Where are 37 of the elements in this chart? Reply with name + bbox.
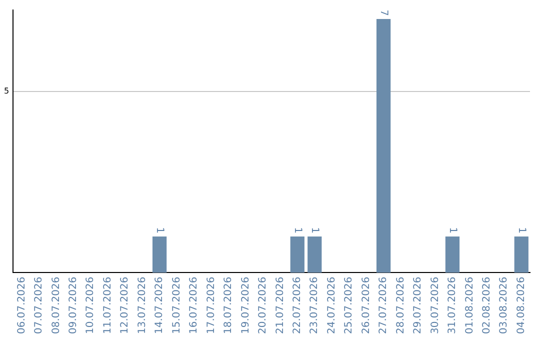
x-tick-label: 12.07.2026 bbox=[120, 276, 131, 334]
x-tick-label: 18.07.2026 bbox=[223, 276, 234, 334]
x-tick-label: 25.07.2026 bbox=[344, 276, 355, 334]
x-tick-label: 07.07.2026 bbox=[34, 276, 45, 334]
x-tick-label: 01.08.2026 bbox=[464, 276, 476, 334]
data-label: 1 bbox=[446, 227, 458, 234]
x-tick-label: 02.08.2026 bbox=[482, 276, 493, 334]
x-tick-label: 31.07.2026 bbox=[447, 276, 458, 334]
x-tick-label: 13.07.2026 bbox=[136, 276, 148, 334]
x-tick-label: 30.07.2026 bbox=[430, 276, 441, 334]
data-label: 1 bbox=[292, 227, 303, 234]
y-tick-label: 5 bbox=[4, 86, 10, 96]
data-label: 1 bbox=[309, 227, 320, 234]
x-tick-label: 26.07.2026 bbox=[360, 276, 372, 334]
data-label: 7 bbox=[378, 10, 389, 16]
x-tick-label: 23.07.2026 bbox=[309, 276, 320, 334]
x-tick-label: 22.07.2026 bbox=[292, 276, 303, 334]
data-label: 1 bbox=[516, 227, 527, 234]
x-tick-label: 21.07.2026 bbox=[274, 276, 286, 334]
x-tick-label: 28.07.2026 bbox=[395, 276, 406, 334]
x-tick-label: 24.07.2026 bbox=[326, 276, 338, 334]
x-tick-label: 04.08.2026 bbox=[516, 276, 527, 334]
x-tick-label: 20.07.2026 bbox=[258, 276, 269, 334]
x-tick-label: 19.07.2026 bbox=[240, 276, 252, 334]
x-tick-label: 15.07.2026 bbox=[171, 276, 182, 334]
x-tick-label: 14.07.2026 bbox=[154, 276, 166, 334]
x-tick-label: 11.07.2026 bbox=[102, 276, 114, 334]
x-tick-label: 16.07.2026 bbox=[188, 276, 200, 334]
x-tick-label: 09.07.2026 bbox=[68, 276, 79, 334]
x-tick-label: 06.07.2026 bbox=[16, 276, 28, 334]
x-tick-label: 08.07.2026 bbox=[50, 276, 62, 334]
x-tick-label: 27.07.2026 bbox=[378, 276, 390, 334]
data-label: 1 bbox=[154, 227, 165, 234]
x-tick-label: 29.07.2026 bbox=[412, 276, 424, 334]
x-tick-label: 10.07.2026 bbox=[85, 276, 96, 334]
x-tick-label: 03.08.2026 bbox=[498, 276, 510, 334]
x-tick-label: 17.07.2026 bbox=[206, 276, 217, 334]
